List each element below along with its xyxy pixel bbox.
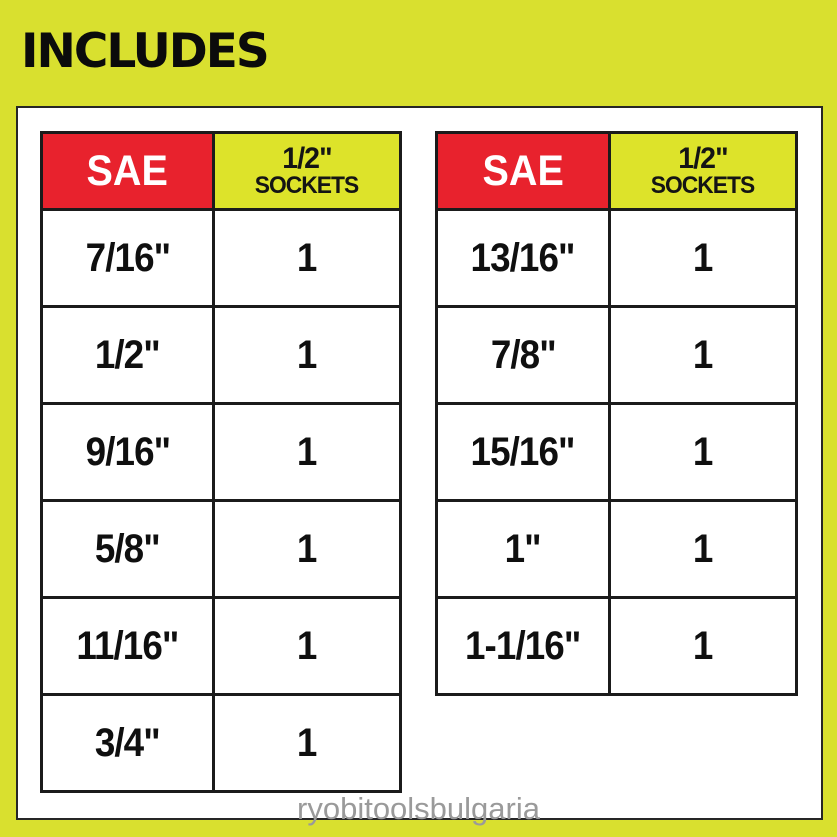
- size-value: 11/16": [76, 623, 179, 668]
- size-value: 5/8": [95, 526, 161, 571]
- size-value: 1/2": [95, 332, 161, 377]
- qty-value: 1: [693, 235, 713, 280]
- table2-row4-size: 1": [438, 502, 608, 596]
- table1-header-sae: SAE: [43, 134, 212, 208]
- table2-row1-qty: 1: [611, 211, 795, 305]
- table2-row4-qty: 1: [611, 502, 795, 596]
- qty-value: 1: [693, 332, 713, 377]
- table2-row5-size: 1-1/16": [438, 599, 608, 693]
- qty-value: 1: [693, 623, 713, 668]
- table1-row6-qty: 1: [215, 696, 399, 790]
- size-value: 1": [504, 526, 542, 571]
- table2-header-sae: SAE: [438, 134, 608, 208]
- size-value: 1-1/16": [465, 623, 581, 668]
- table2-row3-size: 15/16": [438, 405, 608, 499]
- table2-row3-qty: 1: [611, 405, 795, 499]
- table2-header-sockets-label: SOCKETS: [651, 172, 756, 200]
- qty-value: 1: [297, 332, 317, 377]
- table2-header-sae-label: SAE: [482, 146, 564, 195]
- size-value: 7/16": [85, 235, 170, 280]
- table1-row4-qty: 1: [215, 502, 399, 596]
- table2-header-sockets: 1/2" SOCKETS: [611, 134, 795, 208]
- table1-row3-qty: 1: [215, 405, 399, 499]
- qty-value: 1: [693, 429, 713, 474]
- watermark-text: ryobitoolsbulgaria: [297, 791, 540, 826]
- table1-row4-size: 5/8": [43, 502, 212, 596]
- qty-value: 1: [693, 526, 713, 571]
- qty-value: 1: [297, 526, 317, 571]
- table1-row1-qty: 1: [215, 211, 399, 305]
- size-value: 9/16": [85, 429, 170, 474]
- table1-row5-qty: 1: [215, 599, 399, 693]
- table1-row1-size: 7/16": [43, 211, 212, 305]
- table1-row2-size: 1/2": [43, 308, 212, 402]
- table1-header-sockets-size: 1/2": [282, 141, 332, 175]
- sae-sockets-table-right: SAE 1/2" SOCKETS 13/16" 1 7/8" 1 15/16" …: [435, 131, 798, 696]
- table1-row3-size: 9/16": [43, 405, 212, 499]
- size-value: 3/4": [95, 720, 161, 765]
- size-value: 13/16": [470, 235, 576, 280]
- table1-header-sockets-label: SOCKETS: [255, 172, 360, 200]
- sae-sockets-table-left: SAE 1/2" SOCKETS 7/16" 1 1/2" 1 9/16" 1 …: [40, 131, 402, 793]
- table2-row2-size: 7/8": [438, 308, 608, 402]
- table2-header-sockets-size: 1/2": [678, 141, 728, 175]
- qty-value: 1: [297, 235, 317, 280]
- qty-value: 1: [297, 429, 317, 474]
- page-title: INCLUDES: [21, 24, 270, 79]
- table2-row2-qty: 1: [611, 308, 795, 402]
- table1-row5-size: 11/16": [43, 599, 212, 693]
- qty-value: 1: [297, 623, 317, 668]
- table1-row2-qty: 1: [215, 308, 399, 402]
- table1-row6-size: 3/4": [43, 696, 212, 790]
- table2-row5-qty: 1: [611, 599, 795, 693]
- size-value: 7/8": [490, 332, 557, 377]
- qty-value: 1: [297, 720, 317, 765]
- size-value: 15/16": [470, 429, 576, 474]
- table1-header-sockets: 1/2" SOCKETS: [215, 134, 399, 208]
- table2-row1-size: 13/16": [438, 211, 608, 305]
- table1-header-sae-label: SAE: [86, 146, 169, 195]
